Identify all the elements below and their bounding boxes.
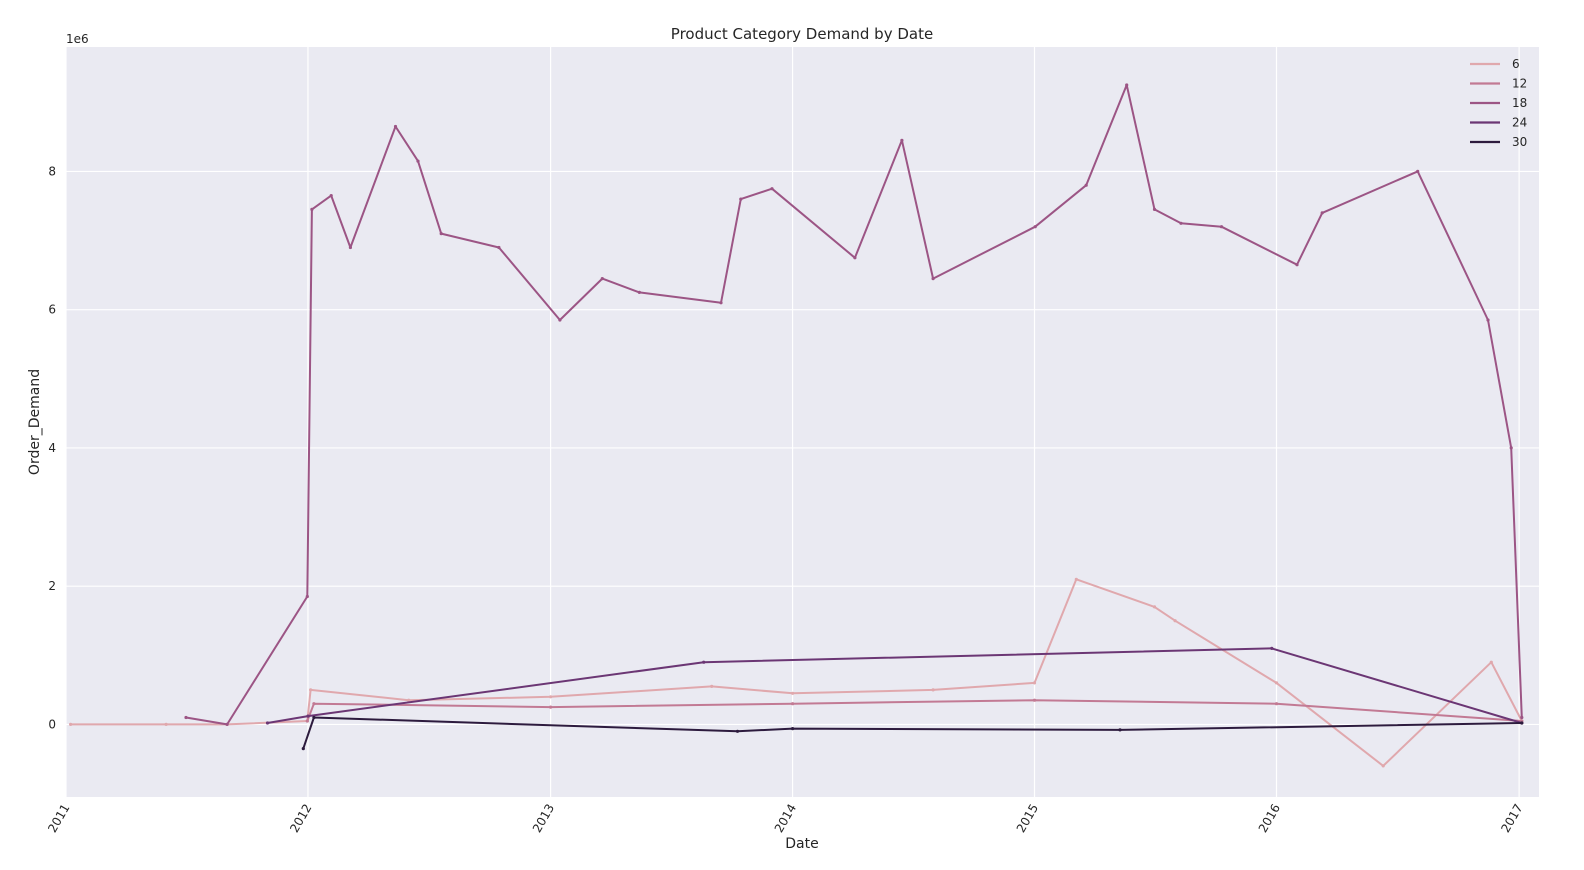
data-point-18: [1520, 715, 1524, 720]
y-tick-label: 2: [48, 579, 56, 593]
data-point-18: [1486, 318, 1490, 322]
series-lines: [69, 83, 1524, 768]
data-point-6: [309, 688, 313, 692]
data-point-18: [184, 715, 188, 720]
data-point-18: [1152, 207, 1157, 211]
x-tick-label: 2015: [1014, 802, 1041, 835]
legend-label-30: 30: [1512, 135, 1527, 149]
data-point-24: [702, 660, 706, 664]
legend-label-24: 24: [1512, 116, 1527, 130]
series-line-30: [302, 716, 1522, 749]
data-point-18: [416, 159, 420, 163]
y-tick-label: 8: [48, 164, 56, 178]
data-point-30: [1520, 721, 1524, 725]
data-point-24: [265, 721, 270, 725]
data-point-6: [710, 684, 714, 689]
data-point-18: [305, 594, 309, 599]
data-point-18: [393, 124, 398, 129]
data-point-12: [791, 702, 795, 706]
data-point-12: [305, 719, 309, 723]
data-point-18: [719, 301, 723, 305]
data-point-6: [931, 688, 935, 692]
data-point-24: [1270, 646, 1274, 651]
data-point-24: [306, 714, 310, 718]
data-point-18: [1320, 211, 1324, 215]
legend-label-12: 12: [1512, 77, 1527, 91]
data-point-18: [1509, 446, 1513, 450]
data-point-12: [1032, 698, 1037, 702]
data-point-18: [329, 194, 333, 198]
data-point-18: [1416, 169, 1420, 173]
data-point-18: [497, 245, 501, 250]
legend-label-6: 6: [1512, 57, 1520, 71]
data-point-18: [225, 722, 229, 727]
data-point-18: [310, 207, 314, 211]
data-point-12: [1274, 702, 1279, 706]
data-point-18: [348, 245, 352, 250]
x-tick-label: 2011: [45, 802, 72, 835]
y-axis-title: Order_Demand: [27, 369, 43, 475]
data-point-18: [1219, 225, 1224, 229]
legend-label-18: 18: [1512, 96, 1527, 110]
x-axis-title: Date: [785, 836, 818, 852]
data-point-30: [1118, 728, 1122, 732]
data-point-18: [439, 232, 443, 236]
x-tick-label: 2014: [772, 802, 799, 835]
data-point-6: [1152, 605, 1157, 609]
data-point-18: [1295, 263, 1299, 267]
x-tick-labels: 2011 2012 2013 2014 2015 2016 2017: [45, 802, 1526, 835]
data-point-30: [312, 715, 316, 720]
data-point-30: [791, 727, 795, 731]
data-point-6: [549, 695, 553, 699]
data-point-18: [637, 290, 642, 294]
data-point-18: [558, 318, 562, 322]
x-tick-label: 2017: [1498, 802, 1525, 835]
x-tick-label: 2016: [1256, 802, 1283, 835]
chart-title: Product Category Demand by Date: [671, 25, 933, 43]
data-point-12: [549, 705, 553, 709]
data-point-18: [1179, 221, 1183, 225]
data-point-6: [1489, 660, 1493, 664]
plot-background: [66, 47, 1539, 797]
y-tick-label: 4: [48, 441, 56, 455]
data-point-18: [770, 187, 774, 191]
data-point-6: [1381, 764, 1385, 768]
series-line-6: [70, 578, 1523, 767]
y-tick-label: 6: [48, 303, 56, 317]
data-point-30: [301, 747, 305, 751]
y-offset-label: 1e6: [66, 32, 89, 46]
data-point-6: [1274, 681, 1279, 685]
data-point-18: [739, 197, 743, 201]
data-point-6: [407, 698, 411, 702]
data-point-18: [1125, 83, 1129, 87]
data-point-6: [164, 722, 168, 727]
data-point-30: [735, 729, 740, 733]
data-point-18: [1033, 225, 1037, 229]
data-point-6: [1032, 681, 1037, 685]
data-point-6: [69, 722, 73, 727]
data-point-18: [1084, 183, 1088, 187]
data-point-18: [900, 138, 904, 142]
data-point-6: [1173, 619, 1177, 623]
data-point-18: [600, 277, 604, 281]
data-point-18: [853, 256, 857, 260]
y-tick-label: 0: [48, 717, 56, 731]
legend: 6 12 18 24 30: [1470, 57, 1527, 149]
x-tick-label: 2013: [530, 802, 557, 835]
y-tick-labels: 0 2 4 6 8: [48, 164, 56, 731]
data-point-12: [312, 702, 316, 706]
data-point-18: [931, 277, 935, 281]
data-point-6: [791, 691, 795, 695]
data-point-6: [1074, 577, 1078, 581]
x-tick-label: 2012: [287, 802, 314, 835]
